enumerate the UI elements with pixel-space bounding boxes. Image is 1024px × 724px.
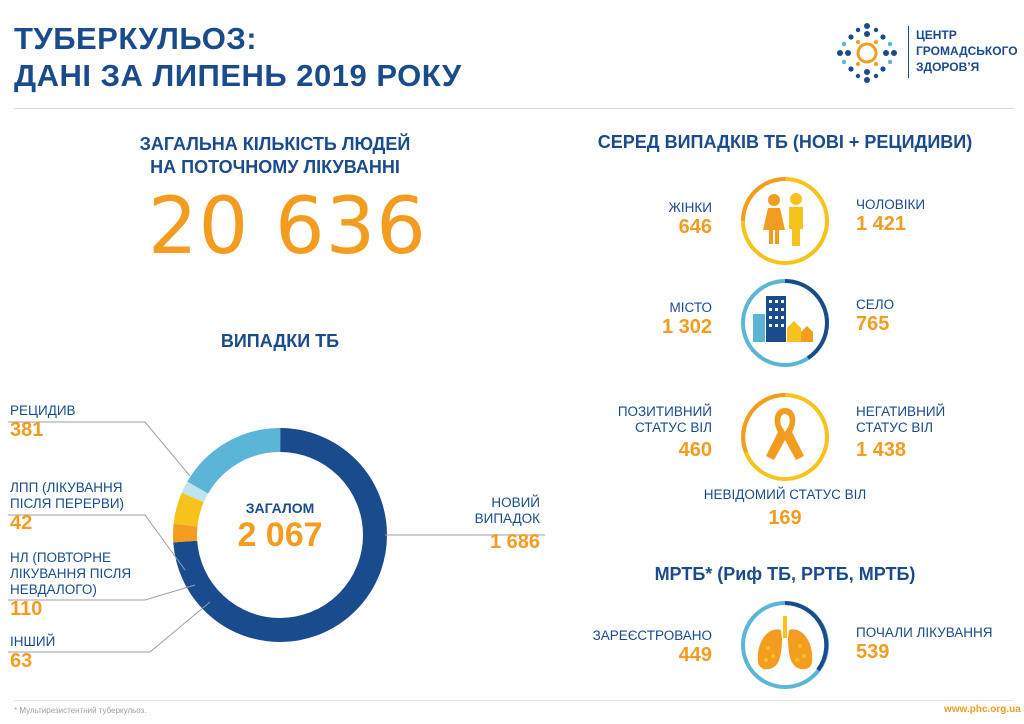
treatment-heading: ЗАГАЛЬНА КІЛЬКІСТЬ ЛЮДЕЙ НА ПОТОЧНОМУ ЛІ… — [139, 134, 411, 177]
segment-lpp: ЛПП (ЛІКУВАННЯ ПІСЛЯ ПЕРЕРВИ) 42 — [10, 480, 125, 534]
page-title: ТУБЕРКУЛЬОЗ: ДАНІ ЗА ЛИПЕНЬ 2019 РОКУ — [14, 21, 462, 93]
segment-new: НОВИЙ ВИПАДОК 1 686 — [474, 495, 540, 553]
leader-line-relapse — [8, 421, 191, 477]
segment-nl: НЛ (ПОВТОРНЕ ЛІКУВАННЯ ПІСЛЯ НЕВДАЛОГО) … — [10, 550, 132, 620]
logo — [832, 22, 902, 89]
hiv-unknown-stat: НЕВІДОМИЙ СТАТУС ВІЛ 169 — [703, 487, 867, 529]
leader-line-other — [8, 601, 211, 653]
lungs-icon — [741, 601, 829, 689]
logo-text: ЦЕНТР ГРОМАДСЬКОГО ЗДОРОВ’Я — [916, 28, 1018, 74]
cases-heading: ВИПАДКИ ТБ — [220, 331, 340, 351]
donut-total-value: 2 067 — [237, 516, 323, 554]
segment-other: ІНШИЙ 63 — [10, 634, 56, 672]
hiv-ribbon-icon — [741, 393, 829, 481]
among-heading: СЕРЕД ВИПАДКІВ ТБ (НОВІ + РЕЦИДИВИ) — [597, 132, 973, 152]
treatment-total: 20 636 — [148, 182, 427, 272]
hiv-positive-stat: ПОЗИТИВНИЙ СТАТУС ВІЛ 460 — [617, 404, 712, 461]
mdr-heading: МРТБ* (Риф ТБ, РРТБ, МРТБ) — [654, 564, 916, 584]
header-divider — [14, 108, 1014, 109]
logo-icon — [837, 23, 897, 83]
gender-icon — [741, 177, 829, 265]
donut-segment-relapse — [173, 428, 387, 642]
donut-segment-new — [173, 428, 387, 642]
logo-divider — [908, 26, 909, 78]
village-stat: СЕЛО 765 — [856, 297, 895, 335]
women-stat: ЖІНКИ 646 — [668, 200, 712, 238]
men-stat: ЧОЛОВІКИ 1 421 — [856, 197, 926, 235]
donut-segment-other — [173, 428, 387, 642]
segment-relapse: РЕЦИДИВ 381 — [10, 403, 76, 441]
city-stat: МІСТО 1 302 — [661, 300, 712, 338]
leader-line-lpp — [8, 514, 186, 571]
city-village-icon — [741, 279, 830, 367]
donut-center: ЗАГАЛОМ 2 067 — [220, 500, 340, 554]
mdr-registered-stat: ЗАРЕЄСТРОВАНО 449 — [592, 628, 712, 666]
hiv-negative-stat: НЕГАТИВНИЙ СТАТУС ВІЛ 1 438 — [856, 404, 946, 461]
donut-total-label: ЗАГАЛОМ — [245, 500, 315, 516]
footer-divider — [14, 700, 1014, 701]
website-link[interactable]: www.phc.org.ua — [944, 704, 1021, 715]
leader-line-nl — [8, 584, 196, 601]
donut-segments — [173, 428, 387, 642]
footnote: * Мультирезистентний туберкульоз. — [14, 706, 147, 715]
mdr-started-stat: ПОЧАЛИ ЛІКУВАННЯ 539 — [856, 625, 993, 663]
cases-donut-chart — [8, 421, 545, 653]
